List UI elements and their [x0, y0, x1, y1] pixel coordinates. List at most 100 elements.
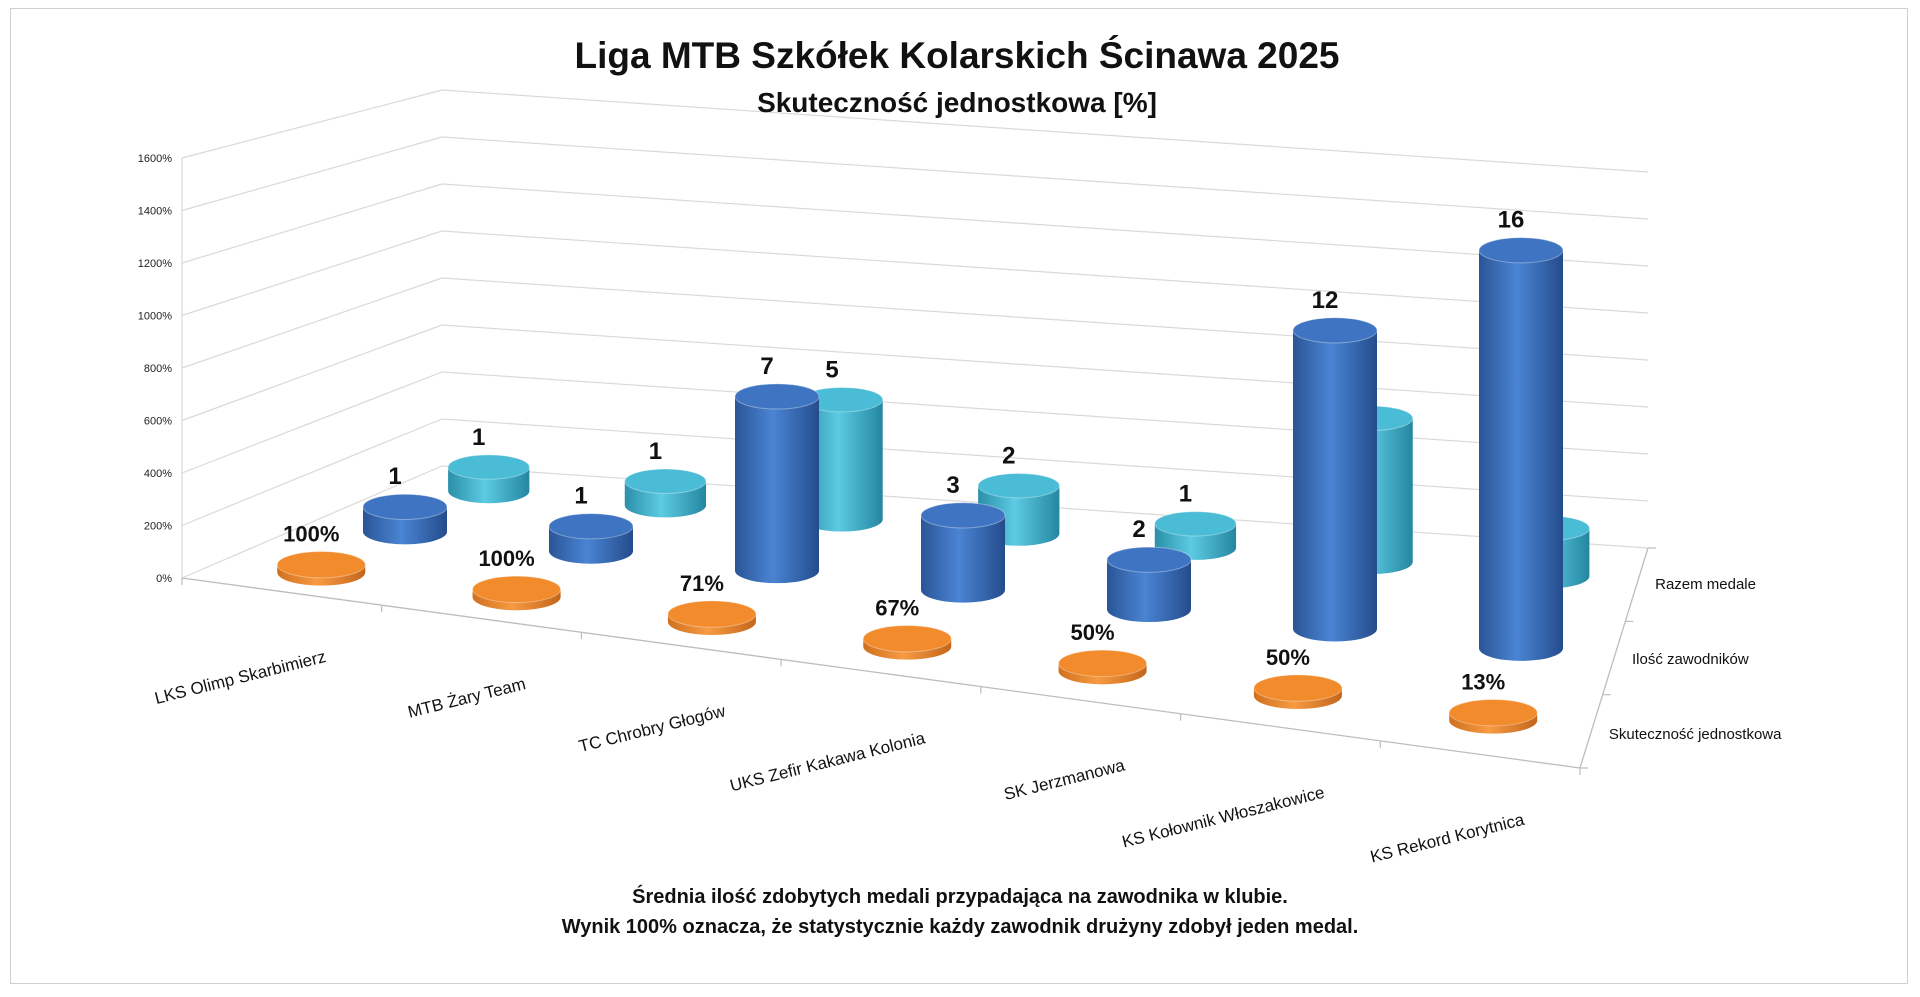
- bar-1-6: 16: [1478, 207, 1564, 661]
- bar-top: [1058, 649, 1148, 678]
- bar-2-4: 50%: [1058, 620, 1148, 685]
- bar-1-4: 2: [1106, 516, 1192, 623]
- bar-2-1: 100%: [472, 546, 562, 611]
- data-label: 12: [1312, 287, 1339, 314]
- data-label: 16: [1498, 207, 1525, 234]
- bar-top: [920, 502, 1006, 529]
- side-wall-gridline: [181, 277, 443, 369]
- data-label: 100%: [283, 521, 339, 546]
- data-label: 5: [825, 356, 838, 383]
- side-wall-gridline: [181, 89, 443, 159]
- bar-top: [624, 468, 707, 494]
- bar-top: [977, 472, 1060, 499]
- legend: Razem medale Ilość zawodników Skuteczność …: [1609, 576, 1782, 743]
- bar-2-0: 100%: [276, 521, 366, 586]
- back-wall-gridline: [441, 89, 1649, 173]
- category-label: LKS Olimp Skarbimierz: [153, 647, 328, 708]
- y-tick-label: 1600%: [138, 153, 172, 165]
- data-label: 50%: [1071, 620, 1115, 645]
- bar-top: [862, 624, 952, 653]
- y-axis-ticks: 0% 200% 400% 600% 800% 1000% 1200% 1400% 1600%: [138, 153, 172, 585]
- chart-subtitle: Skuteczność jednostkowa [%]: [757, 87, 1157, 118]
- chart-title: Liga MTB Szkółek Kolarskich Ścinawa 2025: [575, 34, 1340, 76]
- bar-1-3: 3: [920, 472, 1006, 603]
- bar-top: [472, 575, 562, 604]
- bar-0-1: 1: [624, 438, 707, 518]
- y-tick-label: 1000%: [138, 311, 172, 323]
- bar-0-3: 2: [977, 442, 1060, 546]
- bars-layer: 1152162117321216100%100%71%67%50%50%13%: [276, 207, 1590, 734]
- bar-body: [801, 399, 883, 532]
- back-wall-gridline: [441, 230, 1649, 314]
- data-label: 100%: [478, 546, 534, 571]
- bar-1-5: 12: [1292, 287, 1378, 642]
- back-wall-gridline: [441, 136, 1649, 220]
- side-wall-gridline: [181, 324, 443, 422]
- bar-1-2: 7: [734, 353, 820, 584]
- category-label: MTB Żary Team: [406, 674, 528, 722]
- data-label: 1: [472, 424, 485, 451]
- y-tick-label: 800%: [144, 363, 172, 375]
- data-label: 2: [1132, 516, 1145, 543]
- y-tick-label: 200%: [144, 521, 172, 533]
- data-label: 1: [388, 463, 401, 490]
- category-label: KS Kołownik Włoszakowice: [1120, 783, 1326, 852]
- floor-right-edge: [1579, 547, 1649, 769]
- floor-front-edge: [181, 577, 1581, 769]
- category-label: SK Jerzmanowa: [1002, 755, 1127, 804]
- bar-2-3: 67%: [862, 595, 952, 660]
- bar-top: [1448, 699, 1538, 727]
- data-label: 3: [946, 472, 959, 499]
- bar-1-1: 1: [548, 483, 634, 564]
- back-wall-gridline: [441, 183, 1649, 267]
- legend-entry: Ilość zawodników: [1632, 651, 1749, 668]
- back-wall-gridline: [441, 418, 1649, 502]
- bar-body: [1107, 559, 1191, 623]
- footnote-line-1: Średnia ilość zdobytych medali przypadaj…: [632, 884, 1288, 908]
- bar-top: [667, 600, 757, 628]
- bar-body: [735, 396, 819, 584]
- y-tick-label: 600%: [144, 416, 172, 428]
- data-label: 67%: [875, 595, 919, 620]
- category-label: UKS Zefir Kakawa Kolonia: [728, 728, 927, 795]
- bar-top: [548, 513, 634, 540]
- bar-2-2: 71%: [667, 571, 757, 635]
- chart-frame: [10, 8, 1908, 984]
- category-label: TC Chrobry Głogów: [577, 701, 728, 756]
- side-wall-gridline: [181, 136, 443, 212]
- bar-top: [734, 383, 820, 410]
- side-wall-gridline: [181, 371, 443, 474]
- bar-body: [921, 515, 1005, 603]
- data-label: 13%: [1461, 670, 1505, 695]
- bar-top: [1292, 317, 1378, 344]
- bar-body: [1479, 250, 1563, 661]
- data-label: 71%: [680, 571, 724, 596]
- bar-2-6: 13%: [1448, 670, 1538, 734]
- bar-body: [1293, 330, 1377, 642]
- bar-top: [362, 493, 448, 520]
- y-tick-label: 400%: [144, 468, 172, 480]
- data-label: 1: [574, 483, 587, 510]
- footnote-line-2: Wynik 100% oznacza, że statystycznie każ…: [562, 916, 1359, 938]
- bar-0-0: 1: [447, 424, 530, 504]
- y-tick-label: 1400%: [138, 206, 172, 218]
- legend-entry: Razem medale: [1655, 576, 1756, 593]
- back-wall-gridline: [441, 324, 1649, 408]
- bar-top: [1154, 511, 1237, 537]
- back-wall-gridline: [441, 371, 1649, 455]
- bar-1-0: 1: [362, 463, 448, 545]
- bar-top: [447, 454, 530, 480]
- data-label: 2: [1002, 442, 1015, 469]
- category-label: KS Rekord Korytnica: [1368, 810, 1526, 867]
- bar-top: [1253, 674, 1343, 702]
- bar-0-2: 5: [800, 356, 884, 532]
- side-wall-gridline: [181, 465, 443, 579]
- data-label: 7: [760, 353, 773, 380]
- side-wall-gridline: [181, 418, 443, 527]
- bar-2-5: 50%: [1253, 645, 1343, 709]
- grid-layer: [181, 89, 1656, 775]
- y-tick-label: 1200%: [138, 258, 172, 270]
- bar-top: [1106, 546, 1192, 573]
- side-wall-gridline: [181, 230, 443, 317]
